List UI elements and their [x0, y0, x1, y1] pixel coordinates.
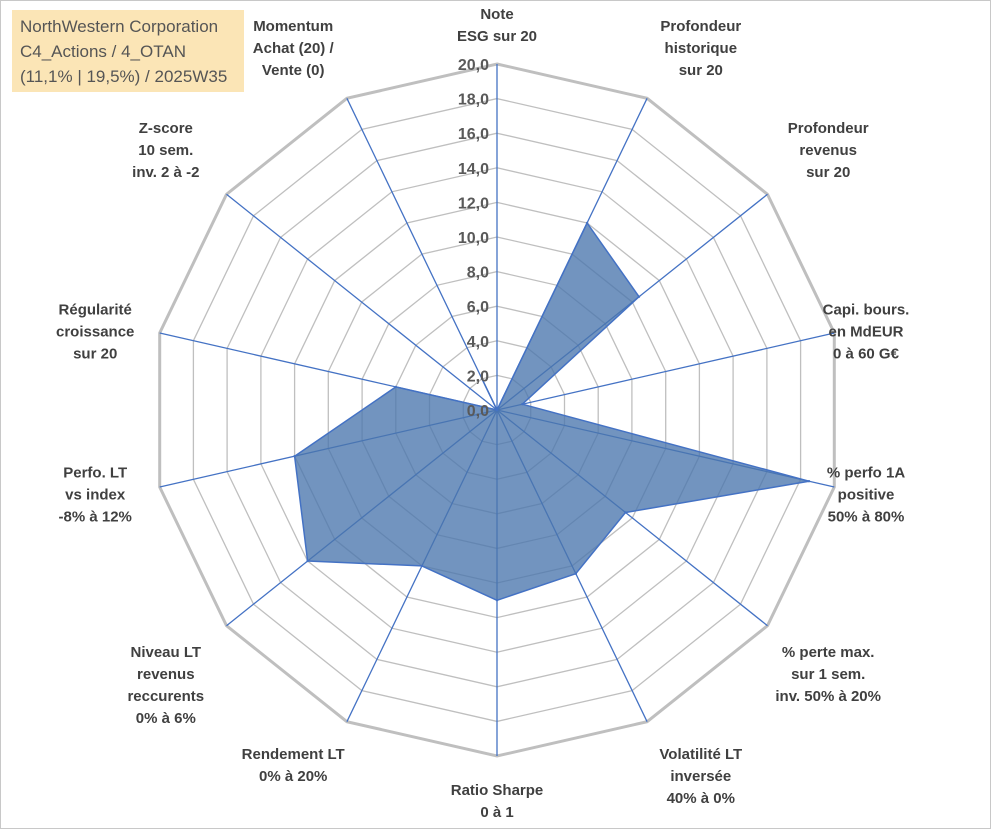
axis-label-line: positive	[838, 486, 895, 503]
axis-label-line: Rendement LT	[242, 746, 345, 763]
axis-spoke	[226, 193, 498, 411]
axis-label-line: Perfo. LT	[63, 464, 127, 481]
tick-label: 4,0	[467, 334, 489, 351]
axis-label: Volatilité LT inversée 40% à 0%	[659, 746, 742, 807]
axis-label-line: 0 à 60 G€	[833, 346, 900, 363]
axis-label-line: Volatilité LT	[659, 746, 742, 763]
axis-label-line: -8% à 12%	[59, 508, 132, 525]
tick-label: 12,0	[458, 195, 489, 212]
portfolio-label: C4_Actions / 4_OTAN	[20, 42, 186, 61]
axis-label: Note ESG sur 20	[457, 6, 537, 45]
axis-label-line: Niveau LT	[131, 644, 202, 661]
axis-label-line: Capi. bours.	[823, 302, 910, 319]
axis-label-line: ESG sur 20	[457, 28, 537, 45]
tick-label: 8,0	[467, 265, 489, 282]
radar-series	[293, 221, 811, 602]
axis-label-line: inv. 50% à 20%	[775, 688, 881, 705]
axis-label-line: inversée	[670, 768, 731, 785]
tick-label: 16,0	[458, 126, 489, 143]
axis-label: % perte max. sur 1 sem. inv. 50% à 20%	[775, 644, 881, 705]
axis-label-line: vs index	[65, 486, 126, 503]
axis-label-line: reccurents	[127, 688, 204, 705]
axis-labels: Note ESG sur 20 Profondeur historique sur 20…	[56, 6, 909, 821]
axis-label-line: inv. 2 à -2	[132, 164, 199, 181]
tick-label: 18,0	[458, 92, 489, 109]
axis-label-line: Momentum	[253, 18, 333, 35]
axis-label: Capi. bours. en MdEUR 0 à 60 G€	[823, 302, 910, 363]
data-point	[495, 599, 499, 602]
axis-label: Momentum Achat (20) / Vente (0)	[253, 18, 335, 79]
tick-label: 20,0	[458, 57, 489, 74]
axis-label-line: Régularité	[59, 302, 132, 319]
axis-label: Niveau LT revenus reccurents 0% à 6%	[127, 644, 204, 727]
axis-label-line: 40% à 0%	[667, 790, 735, 807]
tick-label: 0,0	[467, 403, 489, 420]
axis-label-line: 10 sem.	[138, 142, 193, 159]
data-point	[637, 295, 641, 298]
radial-tick-labels: 0,0 2,0 4,0 6,0 8,0 10,0 12,0 14,0 16,0 18,0 20,0	[458, 57, 489, 420]
axis-spoke	[346, 98, 498, 411]
axis-label-line: Profondeur	[788, 120, 869, 137]
company-name: NorthWestern Corporation	[20, 17, 219, 36]
data-point	[293, 455, 296, 458]
axis-label-line: Vente (0)	[262, 62, 325, 79]
axis-label-line: 0% à 20%	[259, 768, 327, 785]
period-label: (11,1% | 19,5%) / 2025W35	[20, 67, 228, 86]
axis-label: Ratio Sharpe 0 à 1	[451, 782, 544, 821]
axis-label-line: Note	[480, 6, 513, 23]
data-point	[420, 564, 424, 568]
axis-label: Régularité croissance sur 20	[56, 302, 134, 363]
data-point	[624, 511, 627, 514]
tick-label: 2,0	[467, 368, 489, 385]
axis-label-line: Z-score	[139, 120, 193, 137]
tick-label: 14,0	[458, 161, 489, 178]
tick-label: 10,0	[458, 230, 489, 247]
axis-label-line: revenus	[137, 666, 195, 683]
axis-label-line: % perte max.	[782, 644, 875, 661]
axis-label-line: sur 20	[679, 62, 723, 79]
data-point	[585, 221, 589, 225]
axis-label-line: historique	[665, 40, 738, 57]
axis-label-line: Profondeur	[660, 18, 741, 35]
axis-label-line: 50% à 80%	[828, 508, 905, 525]
data-point	[521, 403, 524, 406]
axis-label: Z-score 10 sem. inv. 2 à -2	[132, 120, 199, 181]
data-point	[495, 408, 499, 412]
company-info-box: NorthWestern Corporation C4_Actions / 4_…	[12, 10, 244, 92]
axis-label-line: en MdEUR	[829, 324, 904, 341]
data-point	[574, 572, 577, 575]
axis-label-line: 0% à 6%	[136, 710, 196, 727]
axis-label: Profondeur revenus sur 20	[788, 120, 869, 181]
axis-label-line: Achat (20) /	[253, 40, 335, 57]
data-point	[480, 377, 484, 380]
axis-label: Profondeur historique sur 20	[660, 18, 741, 79]
axis-label-line: croissance	[56, 324, 134, 341]
data-point	[306, 559, 309, 563]
axis-label-line: sur 20	[806, 164, 850, 181]
axis-label-line: revenus	[799, 142, 857, 159]
axis-label: Rendement LT 0% à 20%	[242, 746, 345, 785]
axis-label: Perfo. LT vs index -8% à 12%	[59, 464, 132, 525]
axis-label-line: % perfo 1A	[827, 464, 906, 481]
data-point	[807, 480, 811, 483]
axis-spoke	[496, 332, 835, 411]
axis-label-line: sur 1 sem.	[791, 666, 865, 683]
axis-label: % perfo 1A positive 50% à 80%	[827, 464, 906, 525]
axis-label-line: 0 à 1	[480, 804, 513, 821]
tick-label: 6,0	[467, 299, 489, 316]
data-point	[394, 385, 397, 389]
axis-label-line: Ratio Sharpe	[451, 782, 544, 799]
axis-label-line: sur 20	[73, 346, 117, 363]
